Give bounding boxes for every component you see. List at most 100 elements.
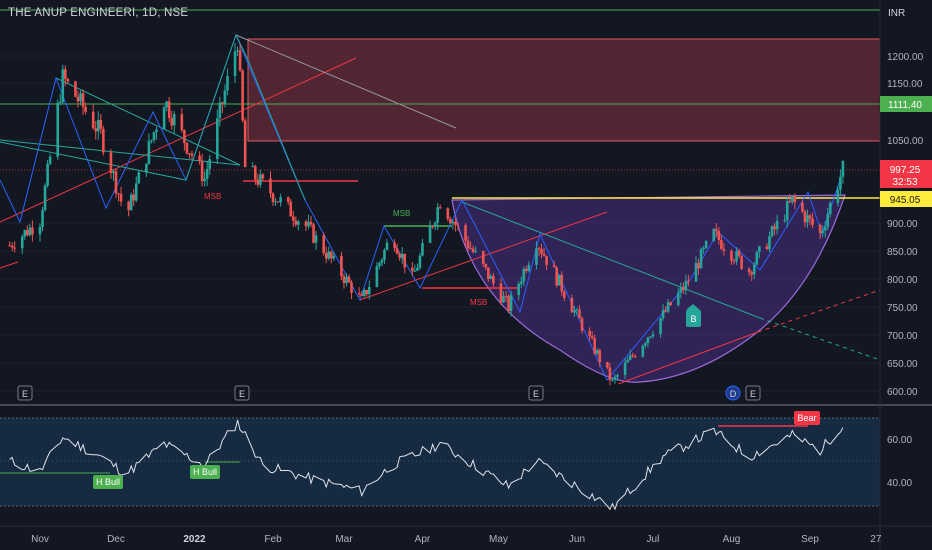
candle [545, 255, 548, 271]
candle [81, 89, 85, 116]
candle [783, 214, 786, 223]
candle [304, 219, 308, 231]
dividend-marker[interactable]: D [725, 385, 741, 401]
rsi-bear-label: Bear [794, 411, 820, 425]
candle [291, 210, 295, 228]
earnings-marker-3[interactable]: E [528, 385, 544, 401]
buy-signal[interactable]: B [686, 304, 701, 327]
price-tick-label: 1200.00 [887, 52, 924, 63]
rsi-tick-60: 60.00 [887, 435, 912, 446]
candle [411, 261, 414, 277]
candle [590, 331, 594, 340]
candle [752, 261, 756, 280]
candle [504, 291, 508, 303]
candle [828, 200, 832, 218]
candle [552, 260, 556, 268]
candle [23, 229, 27, 241]
candle [578, 305, 581, 319]
candle [127, 200, 130, 217]
candle [573, 305, 576, 317]
price-label-countdown: 32:53 [892, 177, 917, 188]
candle [588, 327, 591, 341]
cup-pattern [451, 194, 846, 383]
candle [649, 335, 652, 339]
candle [378, 261, 381, 270]
candle [74, 80, 77, 98]
candle [750, 270, 754, 282]
candle [26, 225, 29, 237]
candle [66, 77, 70, 84]
earnings-marker-1[interactable]: E [17, 385, 33, 401]
candle [466, 236, 470, 252]
candle [720, 234, 723, 251]
candle [198, 151, 201, 165]
candle [471, 245, 475, 254]
candle [788, 194, 792, 204]
candle [350, 279, 353, 300]
candle [527, 261, 531, 273]
candle [570, 294, 574, 313]
candle [216, 109, 219, 164]
trend-teal-3 [461, 201, 761, 319]
candle [818, 223, 822, 240]
candle [256, 173, 260, 188]
earnings-marker-4[interactable]: E [745, 385, 761, 401]
zigzag-teal [0, 33, 306, 201]
price-ticks[interactable]: 1200.00 1150.00 1050.00 900.00 850.00 800.00 7… [887, 52, 924, 398]
candle [449, 216, 452, 225]
price-label-945[interactable]: 945.05 [880, 191, 932, 207]
candle [517, 281, 521, 301]
candle [395, 243, 399, 255]
time-tick-label: May [489, 534, 508, 545]
candle [661, 304, 665, 321]
candle [823, 220, 827, 238]
candle [481, 250, 485, 268]
currency-label: INR [888, 8, 905, 19]
candle [114, 168, 118, 199]
candle [714, 223, 718, 237]
candle [502, 291, 505, 304]
candle [464, 223, 467, 247]
dividend-label: D [730, 389, 737, 399]
price-label-1111-text: 1111.40 [888, 100, 922, 111]
candle [433, 220, 437, 231]
price-label-current[interactable]: 997.25 32:53 [880, 160, 932, 188]
candle [542, 247, 546, 257]
candle [347, 274, 351, 283]
candle [421, 238, 424, 257]
candle [109, 149, 113, 179]
candle [755, 250, 759, 266]
time-tick-label: Aug [723, 534, 741, 545]
candle [469, 241, 472, 250]
candle [563, 289, 566, 302]
price-tick-label: 750.00 [887, 303, 918, 314]
candle [279, 193, 282, 207]
time-axis[interactable]: Nov Dec 2022 Feb Mar Apr May Jun Jul Aug Sep 27 [31, 534, 882, 545]
candle [808, 214, 812, 226]
candle [418, 252, 422, 270]
candle [147, 133, 151, 165]
candle [499, 278, 503, 306]
candle [243, 117, 247, 168]
candle [112, 169, 115, 181]
rsi-pane[interactable] [0, 418, 880, 506]
candle [811, 212, 814, 229]
candle [519, 276, 523, 288]
candle [385, 239, 389, 251]
candle [238, 44, 242, 72]
candle [659, 317, 662, 338]
price-label-1111[interactable]: 1111.40 [880, 96, 932, 112]
candle [679, 282, 683, 299]
earnings-label-4: E [750, 389, 756, 399]
candle [31, 220, 34, 242]
earnings-marker-2[interactable]: E [234, 385, 250, 401]
candle [137, 171, 141, 184]
time-tick-label: Mar [335, 534, 353, 545]
candle [616, 373, 619, 382]
candle [793, 193, 797, 210]
candle [446, 207, 450, 222]
candle [188, 152, 191, 159]
candle [289, 198, 293, 217]
candle [712, 228, 716, 242]
candle [365, 289, 369, 297]
